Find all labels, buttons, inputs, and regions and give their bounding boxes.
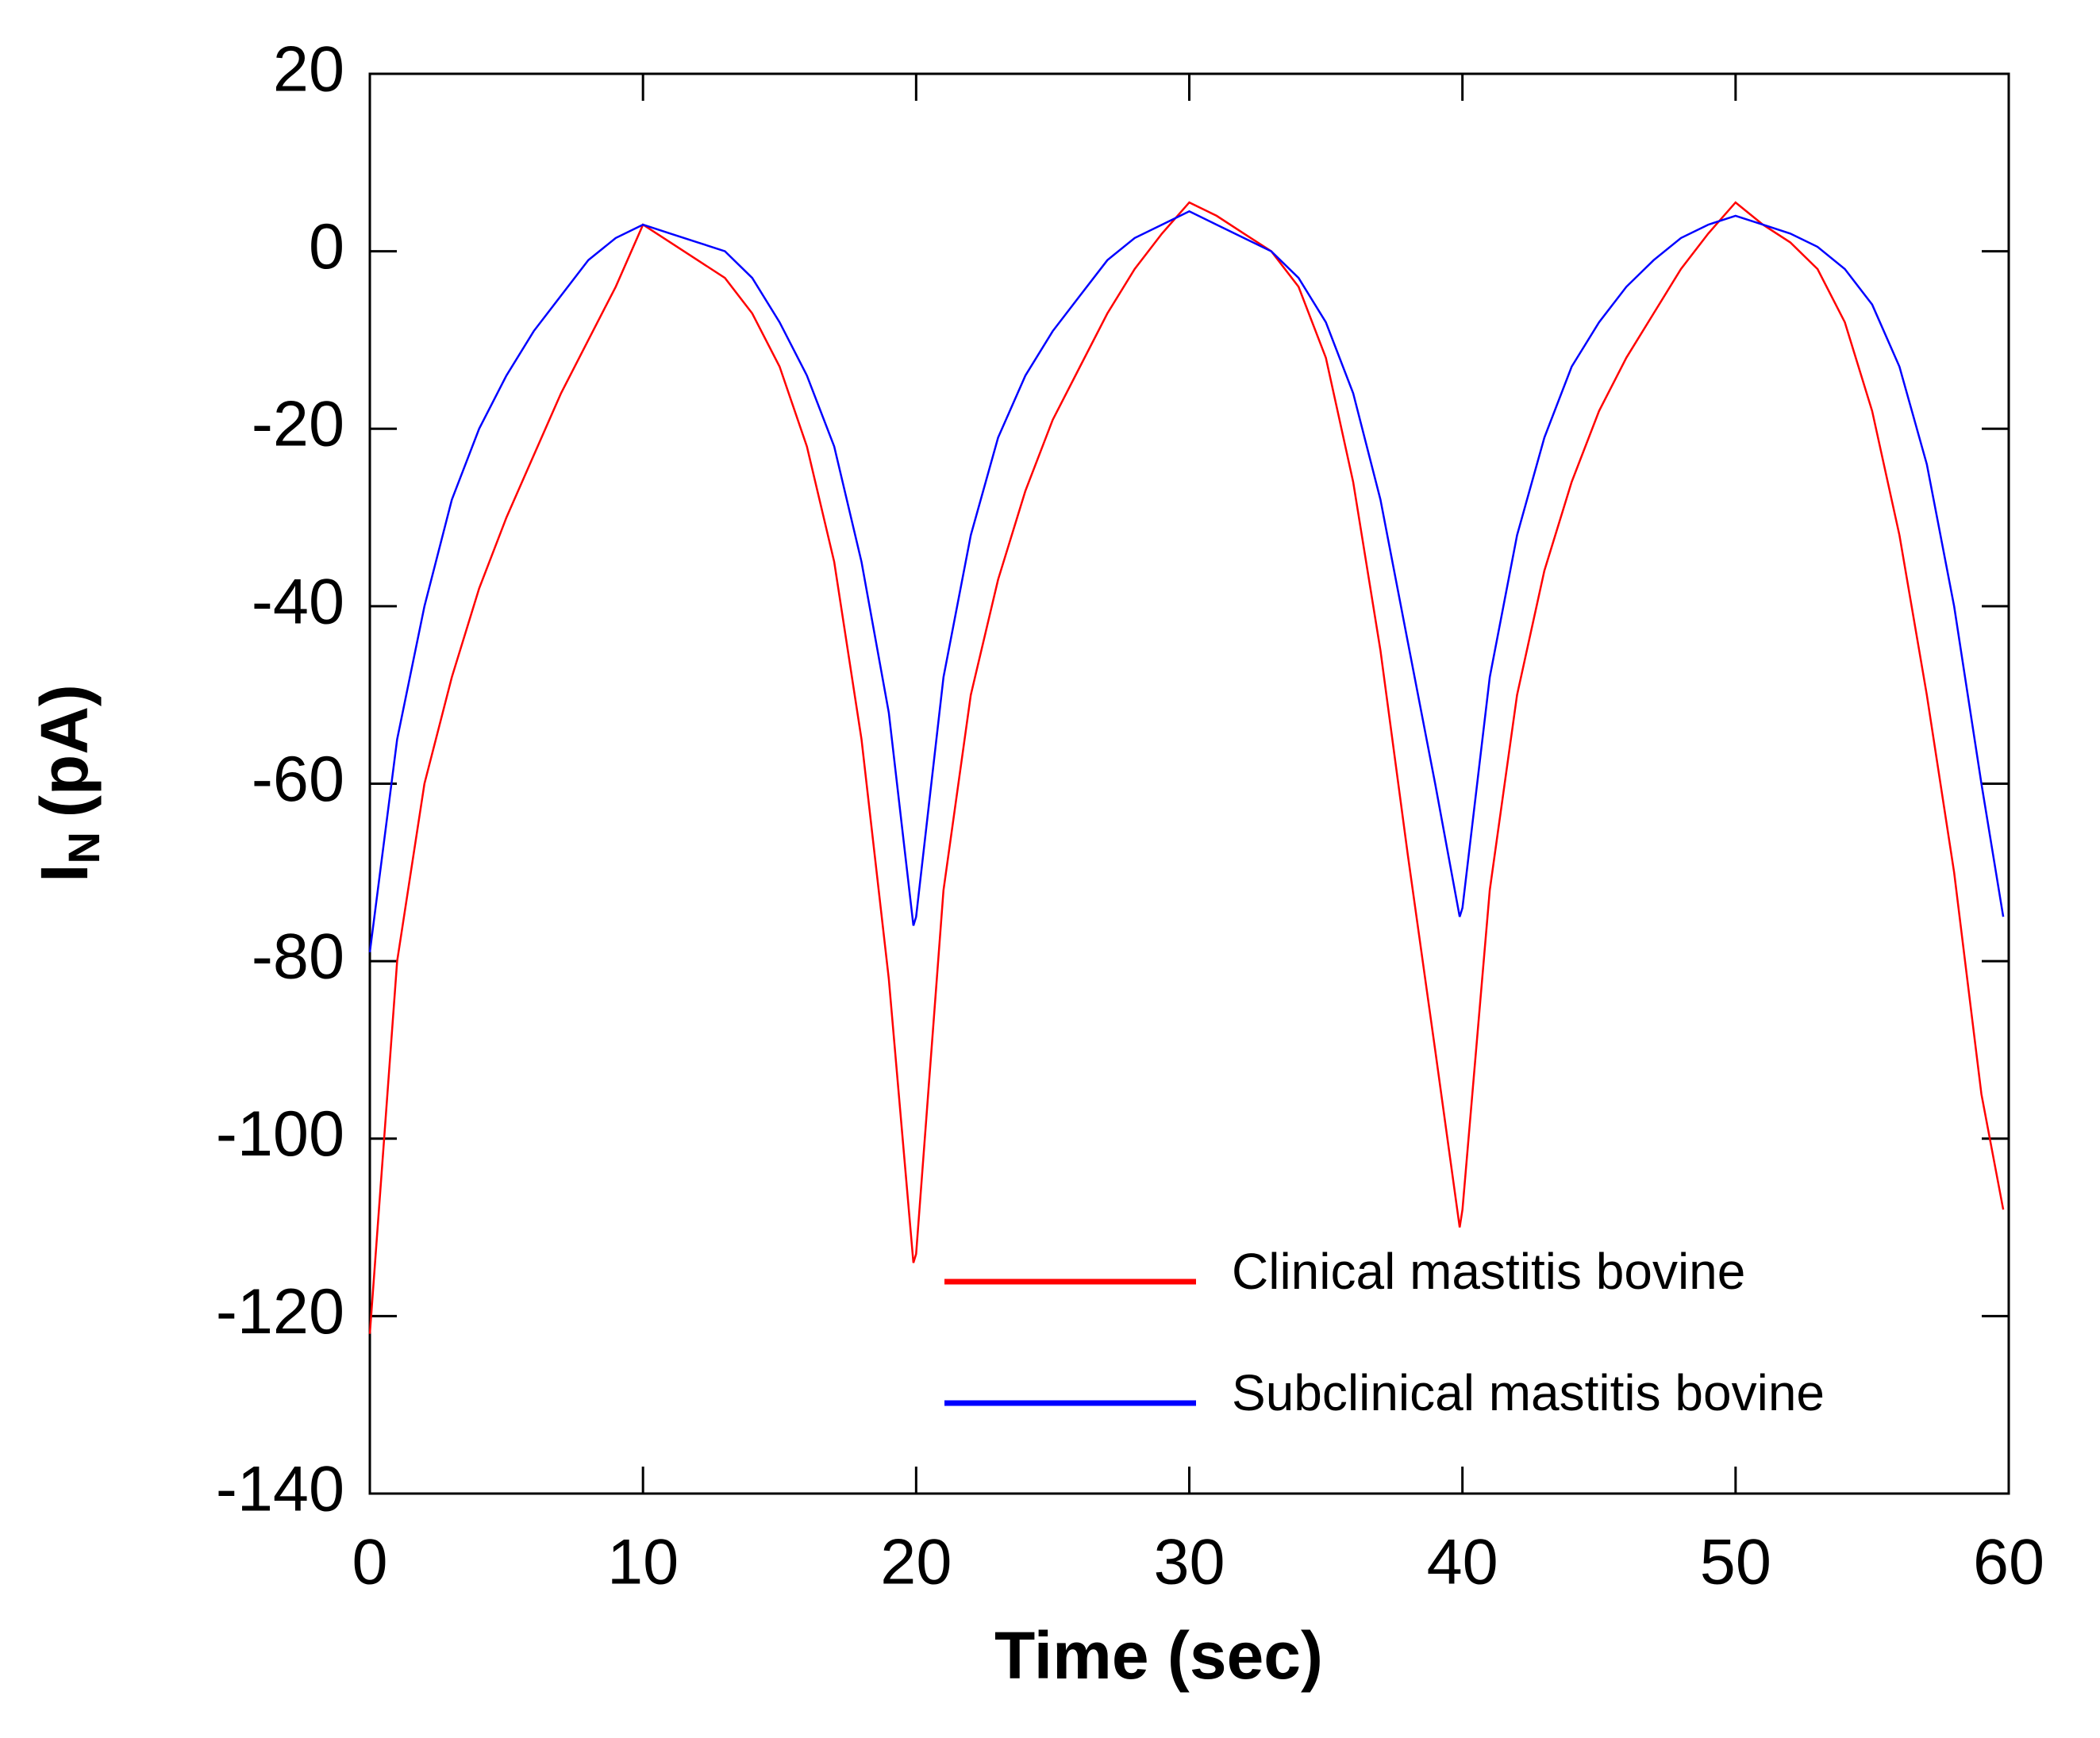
y-tick-label: -60 xyxy=(252,744,344,815)
y-label-subscript: N xyxy=(59,832,109,863)
y-tick-label: -80 xyxy=(252,921,344,993)
legend-label: Clinical mastitis bovine xyxy=(1232,1243,1745,1300)
y-tick-label: 0 xyxy=(309,211,344,283)
y-tick-label: -20 xyxy=(252,389,344,460)
y-label-unit: (pA) xyxy=(27,684,102,817)
data-line xyxy=(368,201,2005,1334)
x-tick-label: 20 xyxy=(880,1526,952,1598)
y-tick-label: 20 xyxy=(273,33,344,105)
y-tick-label: -120 xyxy=(216,1276,344,1348)
x-tick-label: 0 xyxy=(352,1526,387,1598)
plot-frame xyxy=(368,72,2010,1495)
x-tick-label: 40 xyxy=(1427,1526,1498,1598)
y-tick-label: -140 xyxy=(216,1453,344,1525)
x-tick-label: 60 xyxy=(1973,1526,2044,1598)
x-tick-label: 30 xyxy=(1153,1526,1225,1598)
y-tick-label: -40 xyxy=(252,566,344,637)
x-tick-label: 50 xyxy=(1700,1526,1771,1598)
y-label-main: I xyxy=(27,864,102,882)
y-tick-label: -100 xyxy=(216,1098,344,1170)
x-tick-label: 10 xyxy=(607,1526,679,1598)
x-axis-title: Time (sec) xyxy=(994,1618,1323,1693)
data-line xyxy=(368,210,2005,953)
legend-label: Subclinical mastitis bovine xyxy=(1232,1364,1825,1421)
y-axis-title: IN (pA) xyxy=(27,684,109,882)
